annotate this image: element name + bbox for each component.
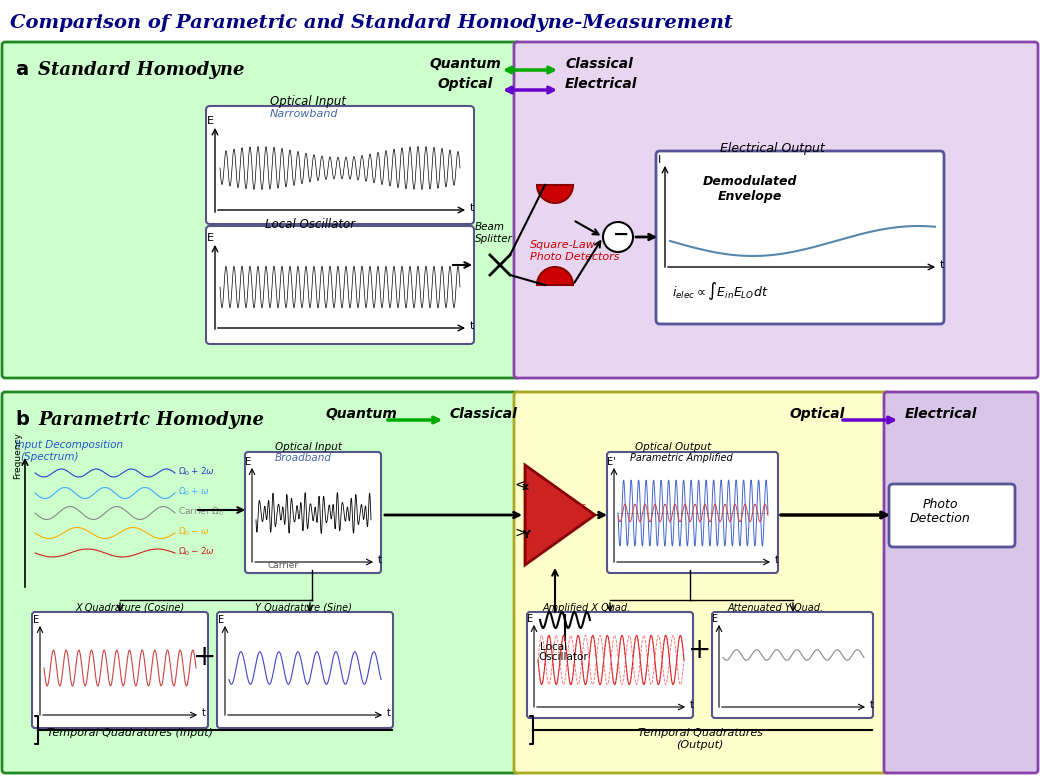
FancyBboxPatch shape [2,42,520,378]
Text: Frequency: Frequency [12,433,22,480]
Text: Optical Input: Optical Input [275,442,342,452]
Text: t: t [387,708,391,718]
Text: Attenuated Y Quad.: Attenuated Y Quad. [728,603,824,613]
Text: Standard Homodyne: Standard Homodyne [38,61,244,79]
Text: t: t [470,203,474,213]
Wedge shape [537,185,573,203]
Text: $i_{elec} \propto \int E_{in}E_{LO}dt$: $i_{elec} \propto \int E_{in}E_{LO}dt$ [672,280,769,302]
Text: E: E [245,457,251,467]
Text: <: < [515,478,526,492]
Text: Electrical: Electrical [905,407,978,421]
Text: Local Oscillator: Local Oscillator [265,218,355,231]
Text: (Output): (Output) [676,740,724,750]
Text: >: > [515,526,526,540]
FancyBboxPatch shape [607,452,778,573]
FancyBboxPatch shape [514,42,1038,378]
Wedge shape [537,267,573,285]
Text: E: E [527,614,534,624]
Text: Y: Y [522,530,530,540]
Text: b: b [15,410,29,429]
Text: t: t [775,555,779,565]
Text: E: E [218,615,225,625]
Polygon shape [525,465,595,565]
Text: Broadband: Broadband [275,453,332,463]
Text: Y Quadrature (Sine): Y Quadrature (Sine) [255,603,352,613]
Text: Classical: Classical [565,57,633,71]
Text: x: x [522,482,529,492]
Text: E: E [712,614,719,624]
Text: +: + [688,636,711,664]
Text: $\Omega_0-\omega$: $\Omega_0-\omega$ [178,526,209,538]
Text: Input Decomposition: Input Decomposition [15,440,123,450]
Text: t: t [870,700,874,710]
Text: E': E' [607,457,616,467]
Text: Detection: Detection [910,512,970,525]
Text: t: t [202,708,206,718]
Text: Parametric Amplified: Parametric Amplified [630,453,733,463]
Text: E: E [207,233,214,243]
FancyBboxPatch shape [884,392,1038,773]
FancyBboxPatch shape [514,392,890,773]
Text: +: + [193,643,216,671]
FancyBboxPatch shape [656,151,944,324]
Text: a: a [15,60,28,79]
Text: Temporal Quadratures: Temporal Quadratures [638,728,762,738]
Text: Optical: Optical [438,77,493,91]
Text: Envelope: Envelope [718,190,782,203]
Text: Comparison of Parametric and Standard Homodyne-Measurement: Comparison of Parametric and Standard Ho… [10,14,733,32]
Text: (Spectrum): (Spectrum) [20,452,78,462]
Text: Local: Local [540,642,567,652]
FancyBboxPatch shape [217,612,393,728]
Text: t: t [690,700,694,710]
Text: $\Omega_0-2\omega$: $\Omega_0-2\omega$ [178,546,215,558]
Text: Quantum: Quantum [430,57,502,71]
Text: Amplified X Quad.: Amplified X Quad. [543,603,631,613]
FancyBboxPatch shape [206,226,474,344]
Text: Electrical: Electrical [565,77,638,91]
Text: Amplifier: Amplifier [530,514,577,524]
Text: Carrier: Carrier [268,561,300,570]
Text: Optical Input: Optical Input [270,95,346,108]
FancyBboxPatch shape [245,452,381,573]
Text: Carrier $\Omega_0$: Carrier $\Omega_0$ [178,506,225,519]
Text: Oscillator: Oscillator [538,652,588,662]
FancyBboxPatch shape [527,612,693,718]
Text: −: − [613,225,629,244]
FancyBboxPatch shape [32,612,208,728]
Text: Demodulated: Demodulated [703,175,798,188]
Text: t: t [470,321,474,331]
Text: Classical: Classical [450,407,518,421]
Text: Electrical Output: Electrical Output [720,142,825,155]
Text: I: I [658,155,661,165]
FancyBboxPatch shape [2,392,520,773]
Circle shape [603,222,633,252]
Text: Parametric: Parametric [530,502,587,512]
Text: E: E [33,615,40,625]
Text: Splitter: Splitter [475,234,513,244]
FancyBboxPatch shape [206,106,474,224]
Text: $\Omega_0+\omega$: $\Omega_0+\omega$ [178,486,209,498]
Text: t: t [378,555,382,565]
Text: Narrowband: Narrowband [270,109,338,119]
FancyBboxPatch shape [889,484,1015,547]
Text: $\Omega_0+2\omega$: $\Omega_0+2\omega$ [178,466,215,478]
FancyBboxPatch shape [712,612,873,718]
Text: Quantum: Quantum [324,407,397,421]
Text: Optical: Optical [790,407,846,421]
Text: Photo Detectors: Photo Detectors [530,252,620,262]
Text: Temporal Quadratures (Input): Temporal Quadratures (Input) [47,728,213,738]
Text: t: t [940,260,944,270]
Text: Beam: Beam [475,222,505,232]
Text: Parametric Homodyne: Parametric Homodyne [38,411,264,429]
Text: Square-Law: Square-Law [530,240,596,250]
Text: Photo: Photo [922,498,958,511]
Text: X Quadrature (Cosine): X Quadrature (Cosine) [75,603,184,613]
Text: Optical Output: Optical Output [635,442,711,452]
Text: E: E [207,116,214,126]
